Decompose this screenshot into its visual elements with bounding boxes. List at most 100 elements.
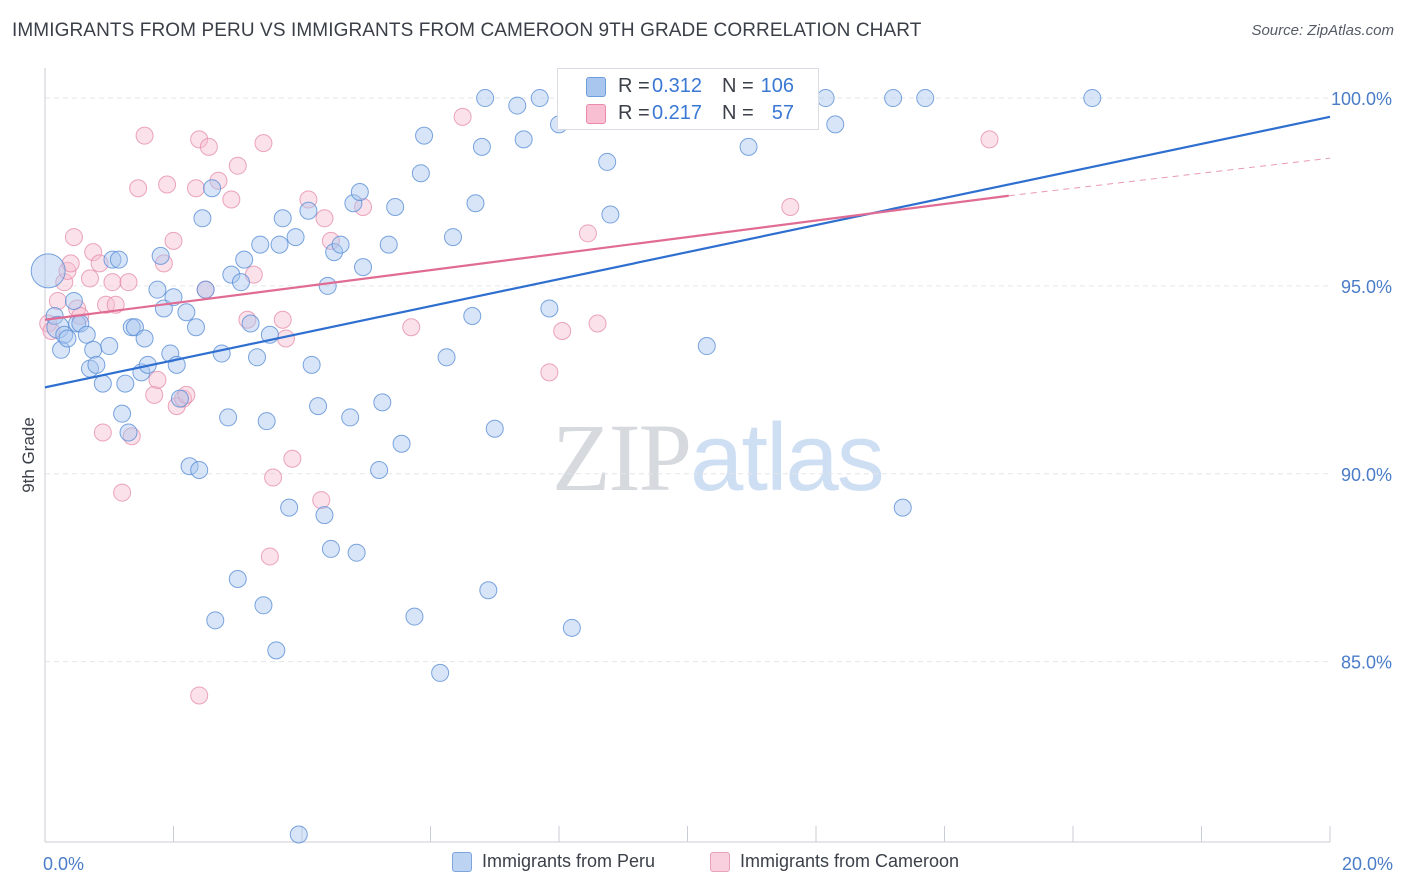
cameroon-point [209,171,228,190]
peru-point [206,611,225,630]
peru-point [116,374,135,393]
peru-point [228,569,247,588]
peru-point [87,355,106,374]
legend-item-peru[interactable]: Immigrants from Peru [452,851,655,872]
peru-point [386,198,405,217]
cameroon-point [145,385,164,404]
stats-r-value: 0.312 [652,75,703,97]
peru-points [30,89,1102,844]
cameroon-point [315,209,334,228]
cameroon-point [321,231,340,250]
peru-point [273,209,292,228]
y-tick-label: 90.0% [1341,465,1392,485]
peru-point [30,253,66,289]
peru-point [254,596,273,615]
x-tick-label: 20.0% [1342,854,1393,874]
peru-point [257,412,276,431]
bottom-legend: Immigrants from Peru Immigrants from Cam… [0,851,1406,879]
cameroon-points [39,107,999,705]
peru-point [350,182,369,201]
stats-swatch-cameroon [586,104,606,124]
peru-point [562,618,581,637]
peru-point [235,250,254,269]
watermark-zip: ZIP [552,404,692,511]
peru-point [190,461,209,480]
peru-point [203,179,222,198]
cameroon-point [93,423,112,442]
peru-point [601,205,620,224]
legend-item-cameroon[interactable]: Immigrants from Cameroon [710,851,959,872]
cameroon-point [113,483,132,502]
cameroon-point [190,130,209,149]
peru-point [476,89,495,108]
cameroon-point [55,273,74,292]
cameroon-point [119,273,138,292]
peru-point [370,461,389,480]
cameroon-point [781,198,800,217]
cameroon-point [222,190,241,209]
cameroon-point [264,468,283,487]
peru-point [739,137,758,156]
peru-point [231,273,250,292]
stats-r-label: R = [618,75,650,97]
cameroon-point [190,686,209,705]
cameroon-point [273,310,292,329]
watermark: ZIPatlas [552,402,885,513]
peru-point [251,235,270,254]
peru-point [373,393,392,412]
peru-point [113,404,132,423]
peru-point [64,291,83,310]
peru-point [485,419,504,438]
cameroon-point [158,175,177,194]
peru-point [270,235,289,254]
peru-point [318,276,337,295]
cameroon-trend-extension [1008,157,1331,197]
cameroon-point [186,179,205,198]
peru-point [45,306,64,325]
peru-point [289,825,308,844]
cameroon-point [84,243,103,262]
peru-point [598,152,617,171]
peru-point [84,340,103,359]
peru-point [58,329,77,348]
peru-point [299,201,318,220]
peru-point [472,137,491,156]
y-tick-label: 85.0% [1341,653,1392,673]
peru-point [315,506,334,525]
y-axis-title: 9th Grade [19,417,38,493]
peru-point [697,337,716,356]
peru-point [180,457,199,476]
cameroon-point [97,295,116,314]
peru-point [347,543,366,562]
stats-n-value: 106 [760,75,794,97]
peru-point [508,96,527,115]
cameroon-point [135,126,154,145]
cameroon-point [553,322,572,341]
peru-point [186,318,205,337]
peru-point [148,280,167,299]
peru-point [540,299,559,318]
stats-n-value: 57 [771,102,794,124]
trend-layer [44,115,1331,389]
peru-point [286,228,305,247]
peru-point [392,434,411,453]
cameroon-point [148,370,167,389]
peru-point [463,306,482,325]
peru-point [411,164,430,183]
peru-point [219,408,238,427]
peru-point [267,641,286,660]
stats-n-label: N = [722,75,754,97]
cameroon-point [129,179,148,198]
peru-point [530,89,549,108]
legend-swatch-peru [452,851,472,872]
peru-point [893,498,912,517]
legend-label-peru: Immigrants from Peru [482,851,656,871]
peru-point [916,89,935,108]
axis-layer [44,68,1331,843]
cameroon-point [103,273,122,292]
stats-r-value: 0.217 [652,102,703,124]
peru-point [135,329,154,348]
peru-point [379,235,398,254]
stats-row-peru: R = 0.312 N = 106 [558,73,818,99]
